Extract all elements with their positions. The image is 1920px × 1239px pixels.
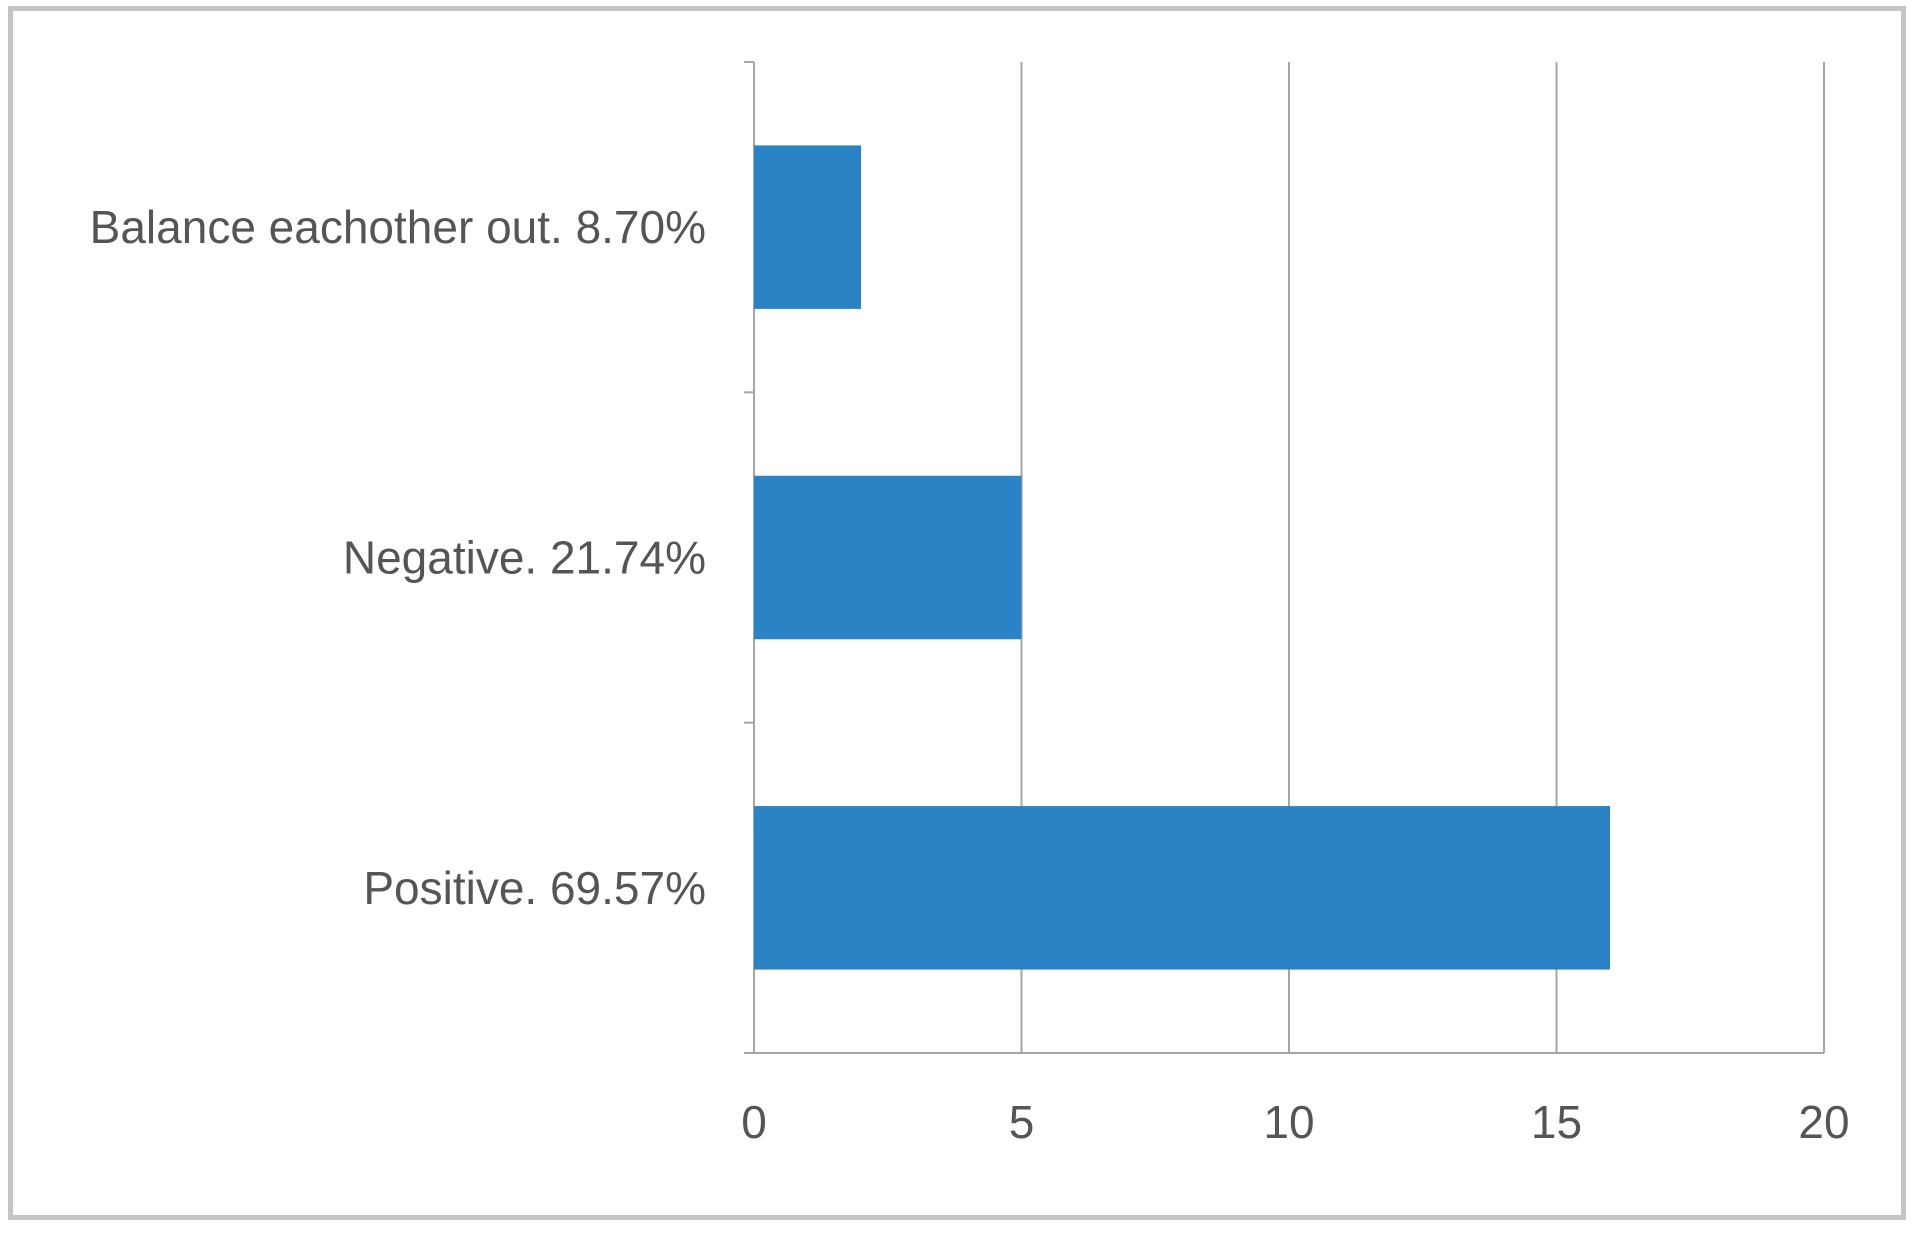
x-tick-labels: 0 5 10 15 20 bbox=[741, 1096, 1849, 1148]
category-label: Positive. 69.57% bbox=[363, 862, 706, 914]
x-tick-label: 0 bbox=[741, 1096, 767, 1148]
x-tick-label: 15 bbox=[1531, 1096, 1582, 1148]
x-tick-label: 5 bbox=[1009, 1096, 1035, 1148]
bar bbox=[754, 145, 861, 309]
x-tick-label: 10 bbox=[1263, 1096, 1314, 1148]
bar bbox=[754, 475, 1022, 640]
bars bbox=[754, 145, 1610, 970]
bar bbox=[754, 806, 1610, 970]
category-labels: Balance eachother out. 8.70% Negative. 21… bbox=[90, 201, 706, 914]
category-label: Balance eachother out. 8.70% bbox=[90, 201, 706, 253]
x-tick-label: 20 bbox=[1798, 1096, 1849, 1148]
category-label: Negative. 21.74% bbox=[343, 532, 706, 584]
